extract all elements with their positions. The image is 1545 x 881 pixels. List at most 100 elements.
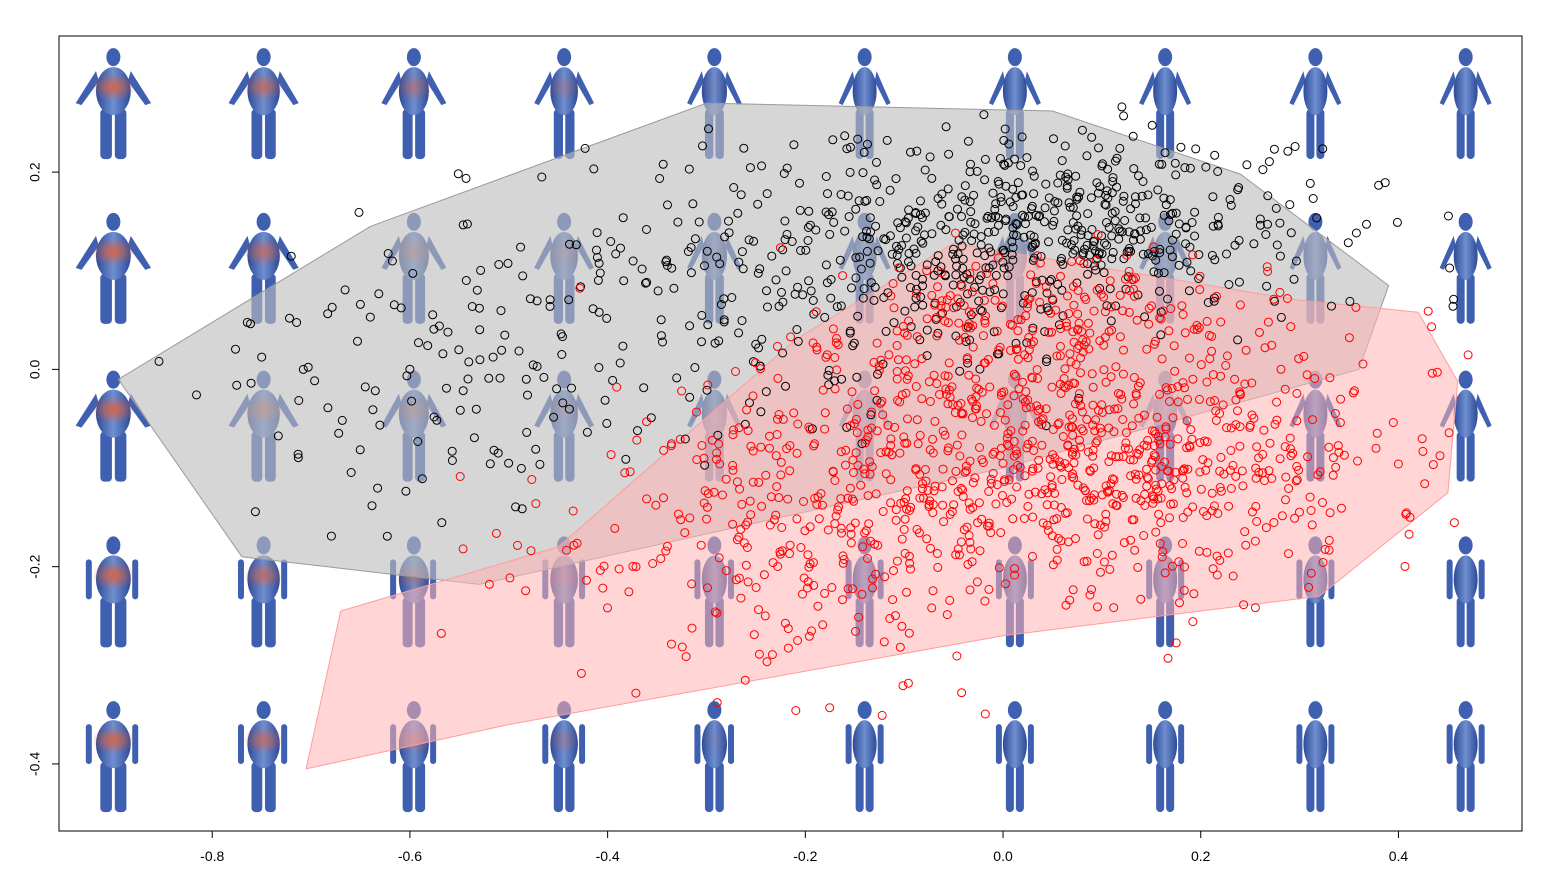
data-point (767, 251, 777, 261)
data-point (1107, 188, 1117, 198)
data-point (967, 287, 977, 297)
data-point (1252, 442, 1262, 452)
data-point (1215, 409, 1225, 418)
data-point (1094, 143, 1103, 153)
data-point (812, 345, 822, 355)
data-point (1053, 178, 1063, 188)
data-point (1096, 567, 1105, 577)
data-point (1155, 539, 1165, 549)
data-point (1070, 399, 1080, 409)
data-point (958, 492, 968, 501)
data-point (960, 181, 970, 191)
data-point (1191, 144, 1201, 154)
data-point (666, 441, 676, 451)
data-point (753, 199, 763, 209)
data-point (1262, 262, 1272, 272)
data-point (1071, 450, 1081, 460)
data-point (1303, 452, 1313, 462)
data-point (564, 295, 574, 305)
data-point (975, 546, 985, 556)
data-point (718, 490, 727, 500)
data-point (734, 532, 744, 542)
data-point (1082, 496, 1091, 505)
data-point (1128, 131, 1138, 141)
data-point (1013, 326, 1023, 336)
data-point (1239, 600, 1249, 610)
data-point (1302, 370, 1312, 380)
data-point (1065, 202, 1075, 212)
data-point (923, 485, 933, 495)
data-point (930, 416, 940, 426)
body-shape-icon (237, 701, 288, 813)
data-point (1392, 217, 1402, 227)
data-point (905, 558, 915, 568)
data-point (1109, 475, 1119, 485)
data-point (903, 414, 912, 424)
data-point (953, 249, 963, 259)
data-point (1281, 472, 1291, 482)
data-point (401, 486, 411, 496)
data-point (1028, 512, 1038, 522)
data-point (913, 222, 923, 232)
data-point (1132, 315, 1142, 325)
data-point (1110, 404, 1120, 414)
data-point (941, 122, 951, 132)
data-point (1010, 154, 1019, 164)
data-point (836, 523, 846, 533)
data-point (829, 217, 839, 227)
data-point (841, 445, 851, 455)
data-point (980, 154, 990, 164)
data-point (1141, 213, 1151, 223)
data-point (905, 506, 914, 515)
data-point (1242, 160, 1252, 170)
data-point (903, 678, 913, 688)
data-point (1133, 562, 1143, 572)
data-point (327, 302, 337, 312)
data-point (1235, 422, 1245, 432)
data-point (716, 300, 726, 309)
data-point (1034, 212, 1044, 222)
data-point (1188, 617, 1198, 627)
data-point (1235, 387, 1245, 397)
data-point (874, 365, 884, 375)
data-point (783, 643, 793, 653)
data-point (968, 413, 977, 423)
data-point (1171, 208, 1181, 218)
data-point (1000, 415, 1010, 425)
data-point (663, 200, 672, 210)
data-point (970, 473, 980, 483)
data-point (1071, 360, 1081, 369)
data-point (1155, 313, 1165, 323)
data-point (820, 312, 830, 322)
data-point (792, 325, 802, 334)
data-point (1025, 294, 1035, 303)
data-point (889, 303, 899, 313)
data-point (1093, 530, 1103, 540)
data-point (1151, 527, 1161, 537)
data-point (1194, 274, 1204, 283)
data-point (1288, 448, 1298, 458)
data-point (516, 463, 526, 473)
data-point (612, 382, 622, 392)
data-point (1093, 188, 1103, 198)
data-point (885, 185, 895, 195)
data-point (993, 177, 1003, 186)
data-point (961, 461, 971, 471)
data-point (1055, 170, 1065, 180)
data-point (1195, 285, 1205, 295)
data-point (1013, 461, 1023, 470)
data-point (849, 496, 859, 506)
data-point (929, 370, 939, 380)
data-point (911, 248, 921, 258)
data-point (1150, 336, 1160, 346)
data-point (936, 301, 946, 311)
data-point (1003, 400, 1013, 410)
data-point (1269, 294, 1279, 304)
data-point (707, 435, 717, 445)
data-point (413, 437, 423, 446)
data-point (970, 219, 980, 229)
data-point (1064, 309, 1074, 319)
data-point (1004, 475, 1014, 485)
data-point (192, 390, 201, 400)
data-point (531, 499, 541, 509)
